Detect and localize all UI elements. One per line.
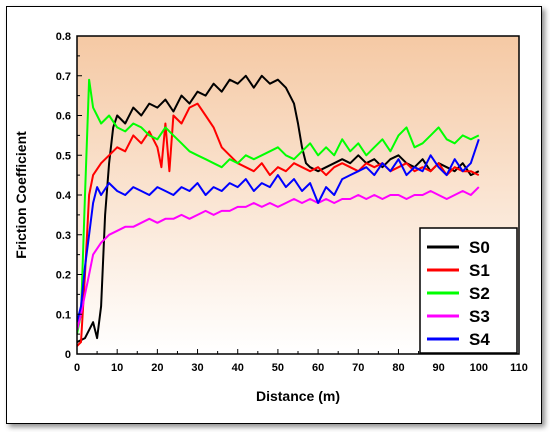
x-tick-label: 50	[272, 362, 284, 374]
x-tick-label: 70	[352, 362, 364, 374]
friction-chart: 0 10 20 30 40 50 60 70 80 90 100 110 0 0.1 0.2 0.3 0.4 0.…	[13, 31, 528, 404]
chart-frame: 0 10 20 30 40 50 60 70 80 90 100 110 0 0.1 0.2 0.3 0.4 0.…	[6, 6, 542, 424]
x-tick-label: 110	[510, 362, 528, 374]
y-tick-label: 0.4	[56, 190, 72, 202]
x-tick-label: 100	[470, 362, 488, 374]
y-tick-label: 0.7	[56, 71, 71, 83]
legend: S0 S1 S2 S3 S4	[419, 227, 518, 354]
y-tick-label: 0.1	[56, 309, 71, 321]
series-line-s1	[77, 102, 480, 347]
legend-label-s1: S1	[469, 261, 490, 280]
legend-label-s3: S3	[469, 307, 490, 326]
series-line-s3	[77, 186, 480, 331]
x-tick-label: 10	[111, 362, 123, 374]
series-line-s2	[77, 78, 480, 335]
legend-label-s0: S0	[469, 238, 490, 257]
y-tick-label: 0.6	[56, 111, 71, 123]
x-tick-label: 90	[433, 362, 445, 374]
x-axis-title: Distance (m)	[256, 388, 340, 404]
x-tick-label: 80	[392, 362, 404, 374]
series-line-s0	[77, 74, 480, 343]
x-tick-label: 40	[232, 362, 244, 374]
y-tick-label: 0.3	[56, 230, 71, 242]
legend-label-s4: S4	[469, 330, 490, 349]
y-tick-label: 0.2	[56, 270, 71, 282]
x-tick-label: 20	[151, 362, 163, 374]
x-tick-label: 30	[191, 362, 203, 374]
series-layer	[77, 74, 480, 347]
y-axis-title: Friction Coefficient	[13, 131, 29, 259]
y-tick-label: 0.8	[56, 31, 71, 43]
y-tick-label: 0	[65, 349, 71, 361]
legend-label-s2: S2	[469, 284, 490, 303]
x-tick-label: 60	[312, 362, 324, 374]
y-tick-label: 0.5	[56, 150, 71, 162]
legend-box	[419, 227, 518, 354]
series-line-s4	[77, 138, 480, 323]
x-tick-label: 0	[74, 362, 80, 374]
ticks-layer: 0 10 20 30 40 50 60 70 80 90 100 110 0 0.1 0.2 0.3 0.4 0.…	[56, 31, 528, 374]
